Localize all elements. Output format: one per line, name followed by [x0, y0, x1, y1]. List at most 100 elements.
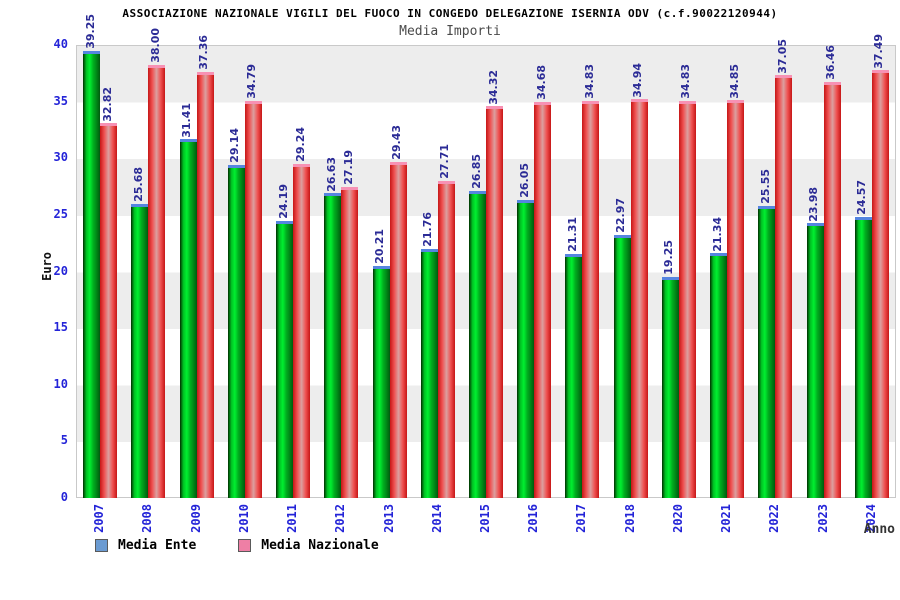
- bar-media-ente-2022[interactable]: [758, 205, 776, 498]
- bar-media-ente-2012[interactable]: [324, 193, 342, 498]
- bar-value-label: 37.05: [775, 38, 789, 74]
- media-nazionale-swatch-icon: [238, 539, 252, 552]
- bar-media-nazionale-2015[interactable]: [486, 106, 503, 498]
- bar-media-ente-2016[interactable]: [517, 199, 535, 498]
- y-axis-title: Euro: [40, 252, 54, 281]
- bar-media-ente-2009[interactable]: [179, 139, 197, 498]
- x-tick-label-2017: 2017: [574, 504, 589, 533]
- bar-value-label: 23.98: [807, 186, 821, 222]
- bar-value-label: 21.76: [421, 211, 435, 247]
- bar-media-ente-2010[interactable]: [227, 165, 245, 498]
- y-tick-label: 5: [60, 433, 68, 448]
- bar-media-nazionale-2024[interactable]: [871, 70, 889, 498]
- legend-label-media-ente: Media Ente: [118, 538, 197, 553]
- x-tick-label-2021: 2021: [719, 504, 734, 533]
- bar-media-ente-2024[interactable]: [854, 216, 872, 498]
- x-tick-label-2018: 2018: [622, 504, 637, 533]
- bar-media-nazionale-2022[interactable]: [775, 75, 793, 498]
- bar-value-label: 36.46: [824, 45, 838, 81]
- bar-value-label: 26.05: [517, 163, 531, 198]
- bar-value-label: 34.85: [727, 63, 741, 99]
- bar-value-label: 26.63: [324, 156, 338, 192]
- bar-value-label: 22.97: [614, 198, 628, 233]
- bar-value-label: 34.94: [631, 62, 645, 98]
- bar-value-label: 29.14: [228, 128, 242, 163]
- bar-media-nazionale-2023[interactable]: [823, 82, 841, 498]
- x-tick-label-2009: 2009: [188, 504, 203, 533]
- bar-media-nazionale-2020[interactable]: [678, 100, 696, 498]
- bar-value-label: 24.57: [855, 179, 869, 215]
- bar-value-label: 29.24: [293, 127, 307, 162]
- chart-title: ASSOCIAZIONE NAZIONALE VIGILI DEL FUOCO …: [122, 7, 778, 20]
- x-tick-label-2015: 2015: [478, 504, 492, 533]
- bar-media-nazionale-2008[interactable]: [148, 64, 166, 498]
- bar-media-nazionale-2013[interactable]: [389, 161, 407, 498]
- legend-item-media-ente: Media Ente: [95, 538, 196, 553]
- bar-media-nazionale-2012[interactable]: [341, 187, 359, 498]
- bar-value-label: 34.68: [534, 65, 548, 101]
- bar-media-ente-2021[interactable]: [710, 253, 728, 498]
- bar-media-ente-2020[interactable]: [661, 277, 679, 498]
- legend-label-media-nazionale: Media Nazionale: [261, 538, 379, 553]
- bar-media-ente-2013[interactable]: [372, 266, 390, 498]
- bar-value-label: 24.19: [276, 184, 290, 220]
- bar-value-label: 26.85: [469, 154, 483, 189]
- bar-value-label: 37.49: [872, 33, 886, 69]
- bar-value-label: 25.55: [758, 168, 772, 204]
- bar-media-ente-2007[interactable]: [83, 50, 101, 498]
- bar-media-nazionale-2009[interactable]: [196, 71, 214, 498]
- bar-media-nazionale-2007[interactable]: [100, 123, 118, 498]
- bar-value-label: 31.41: [180, 102, 194, 138]
- y-tick-label: 15: [53, 320, 68, 335]
- bar-media-nazionale-2010[interactable]: [244, 101, 262, 498]
- bar-value-label: 27.19: [341, 150, 355, 186]
- bar-value-label: 34.79: [245, 64, 259, 100]
- bar-value-label: 20.21: [373, 229, 387, 265]
- bar-media-ente-2011[interactable]: [276, 221, 294, 498]
- y-tick-label: 20: [53, 263, 68, 278]
- bar-media-ente-2015[interactable]: [469, 190, 486, 498]
- legend-item-media-nazionale: Media Nazionale: [238, 538, 379, 553]
- x-tick-label-2010: 2010: [236, 504, 251, 533]
- bar-media-ente-2017[interactable]: [565, 253, 583, 498]
- x-tick-label-2014: 2014: [429, 504, 444, 533]
- y-tick-label: 40: [53, 37, 68, 51]
- x-axis-title: Anno: [863, 522, 895, 537]
- legend: Media Ente Media Nazionale: [95, 538, 379, 553]
- bar-value-label: 38.00: [148, 27, 162, 63]
- bar-value-label: 27.71: [438, 144, 452, 180]
- bar-value-label: 34.32: [486, 69, 500, 105]
- x-tick-label-2012: 2012: [333, 504, 348, 533]
- media-ente-swatch-icon: [95, 539, 108, 552]
- bar-media-nazionale-2016[interactable]: [534, 102, 552, 498]
- y-tick-label: 10: [53, 376, 68, 391]
- y-tick-label: 0: [60, 490, 68, 504]
- bar-media-nazionale-2011[interactable]: [293, 163, 311, 498]
- bar-value-label: 34.83: [582, 63, 596, 99]
- bar-media-nazionale-2017[interactable]: [582, 100, 600, 498]
- bar-media-ente-2014[interactable]: [420, 248, 438, 498]
- bar-media-ente-2018[interactable]: [613, 234, 631, 498]
- x-tick-label-2007: 2007: [92, 504, 107, 533]
- y-tick-label: 35: [53, 93, 68, 108]
- bar-value-label: 29.43: [390, 124, 404, 160]
- bar-value-label: 21.31: [565, 216, 579, 252]
- bar-media-ente-2008[interactable]: [131, 204, 149, 498]
- x-tick-label-2008: 2008: [140, 504, 155, 533]
- bar-value-label: 37.36: [197, 35, 211, 70]
- bar-value-label: 34.83: [679, 63, 693, 99]
- x-tick-label-2023: 2023: [815, 504, 830, 533]
- bar-media-nazionale-2018[interactable]: [630, 99, 648, 498]
- bar-media-nazionale-2014[interactable]: [437, 181, 455, 498]
- x-tick-label-2013: 2013: [381, 504, 396, 533]
- x-tick-label-2022: 2022: [767, 504, 782, 533]
- x-tick-label-2020: 2020: [670, 504, 685, 533]
- bar-media-nazionale-2021[interactable]: [727, 100, 745, 498]
- bar-value-label: 39.25: [83, 13, 97, 49]
- bar-value-label: 19.25: [662, 240, 676, 275]
- x-tick-label-2011: 2011: [285, 504, 300, 533]
- y-tick-label: 30: [53, 150, 68, 165]
- bar-media-ente-2023[interactable]: [806, 223, 824, 498]
- y-tick-label: 25: [53, 206, 68, 221]
